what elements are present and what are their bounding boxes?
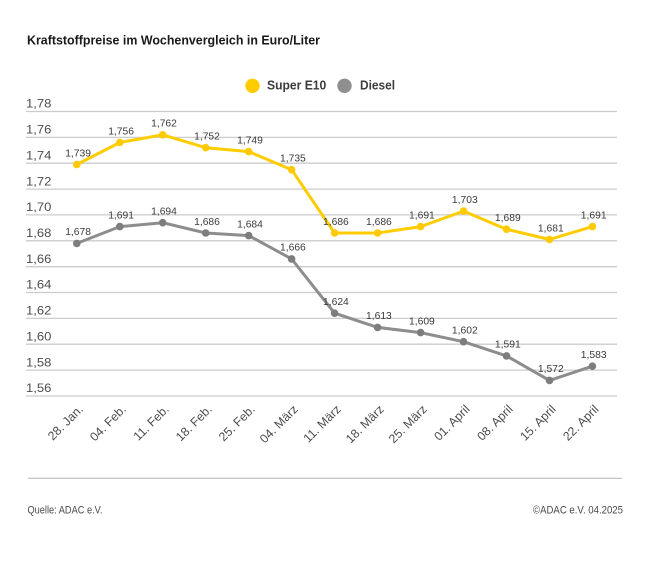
svg-text:04. März: 04. März	[257, 402, 301, 446]
svg-text:1,749: 1,749	[237, 135, 263, 146]
svg-text:1,762: 1,762	[151, 119, 177, 130]
svg-text:1,735: 1,735	[280, 154, 306, 165]
svg-text:1,694: 1,694	[151, 207, 177, 218]
svg-text:1,76: 1,76	[26, 123, 52, 137]
svg-text:22. April: 22. April	[560, 402, 601, 443]
svg-text:1,684: 1,684	[237, 219, 263, 230]
svg-text:1,572: 1,572	[538, 364, 564, 375]
svg-text:Quelle: ADAC e.V.: Quelle: ADAC e.V.	[28, 504, 103, 516]
svg-text:1,752: 1,752	[194, 132, 220, 143]
svg-text:1,686: 1,686	[323, 217, 349, 228]
svg-text:1,68: 1,68	[26, 226, 52, 240]
svg-text:04. Feb.: 04. Feb.	[87, 402, 129, 444]
svg-text:1,64: 1,64	[26, 278, 52, 292]
svg-text:1,666: 1,666	[280, 243, 306, 254]
svg-text:1,691: 1,691	[409, 210, 435, 221]
svg-text:1,609: 1,609	[409, 316, 435, 327]
svg-text:1,739: 1,739	[65, 148, 91, 159]
svg-text:15. April: 15. April	[517, 402, 558, 443]
svg-text:1,691: 1,691	[108, 210, 134, 221]
svg-text:Super E10: Super E10	[267, 78, 326, 93]
svg-text:1,583: 1,583	[581, 350, 607, 361]
svg-text:1,591: 1,591	[495, 340, 521, 351]
svg-text:1,74: 1,74	[26, 148, 52, 162]
svg-text:1,56: 1,56	[26, 381, 52, 395]
svg-text:1,602: 1,602	[452, 326, 478, 337]
svg-text:1,689: 1,689	[495, 213, 521, 224]
svg-text:11. März: 11. März	[301, 402, 344, 445]
svg-text:©ADAC e.V. 04.2025: ©ADAC e.V. 04.2025	[533, 504, 623, 516]
svg-text:1,686: 1,686	[194, 217, 220, 228]
svg-text:28. Jan.: 28. Jan.	[45, 402, 86, 443]
svg-text:1,703: 1,703	[452, 195, 478, 206]
svg-text:1,681: 1,681	[538, 223, 564, 234]
svg-text:1,613: 1,613	[366, 311, 392, 322]
svg-text:1,70: 1,70	[26, 200, 52, 214]
svg-text:11. Feb.: 11. Feb.	[131, 402, 172, 443]
svg-text:Kraftstoffpreise im Wochenverg: Kraftstoffpreise im Wochenvergleich in E…	[27, 33, 320, 47]
svg-text:Diesel: Diesel	[360, 78, 395, 93]
svg-text:25. Feb.: 25. Feb.	[216, 402, 258, 444]
svg-text:1,78: 1,78	[26, 97, 52, 111]
svg-text:18. März: 18. März	[343, 402, 387, 446]
svg-text:1,58: 1,58	[26, 355, 52, 369]
svg-text:1,62: 1,62	[26, 304, 52, 318]
svg-text:1,624: 1,624	[323, 297, 349, 308]
svg-text:1,60: 1,60	[26, 329, 52, 343]
svg-text:1,691: 1,691	[581, 210, 607, 221]
svg-text:08. April: 08. April	[474, 402, 515, 443]
svg-text:1,66: 1,66	[26, 252, 52, 266]
svg-text:25. März: 25. März	[386, 402, 430, 446]
svg-text:18. Feb.: 18. Feb.	[173, 402, 215, 444]
svg-text:1,72: 1,72	[26, 174, 52, 188]
svg-text:1,756: 1,756	[108, 126, 134, 137]
svg-text:1,678: 1,678	[65, 227, 91, 238]
svg-text:1,686: 1,686	[366, 217, 392, 228]
svg-text:01. April: 01. April	[431, 402, 472, 443]
